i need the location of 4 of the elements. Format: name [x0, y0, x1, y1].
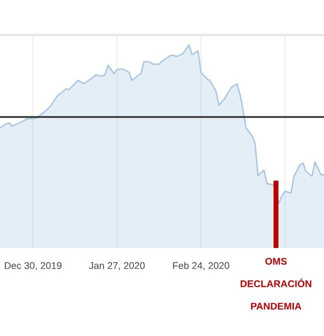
text: OMS DECLARACIÓN PANDEMIA	[240, 258, 312, 310]
x-tick-label: Jan 27, 2020	[89, 262, 145, 270]
x-tick-label: Dec 30, 2019	[4, 262, 62, 270]
x-tick-label: Feb 24, 2020	[173, 262, 230, 270]
